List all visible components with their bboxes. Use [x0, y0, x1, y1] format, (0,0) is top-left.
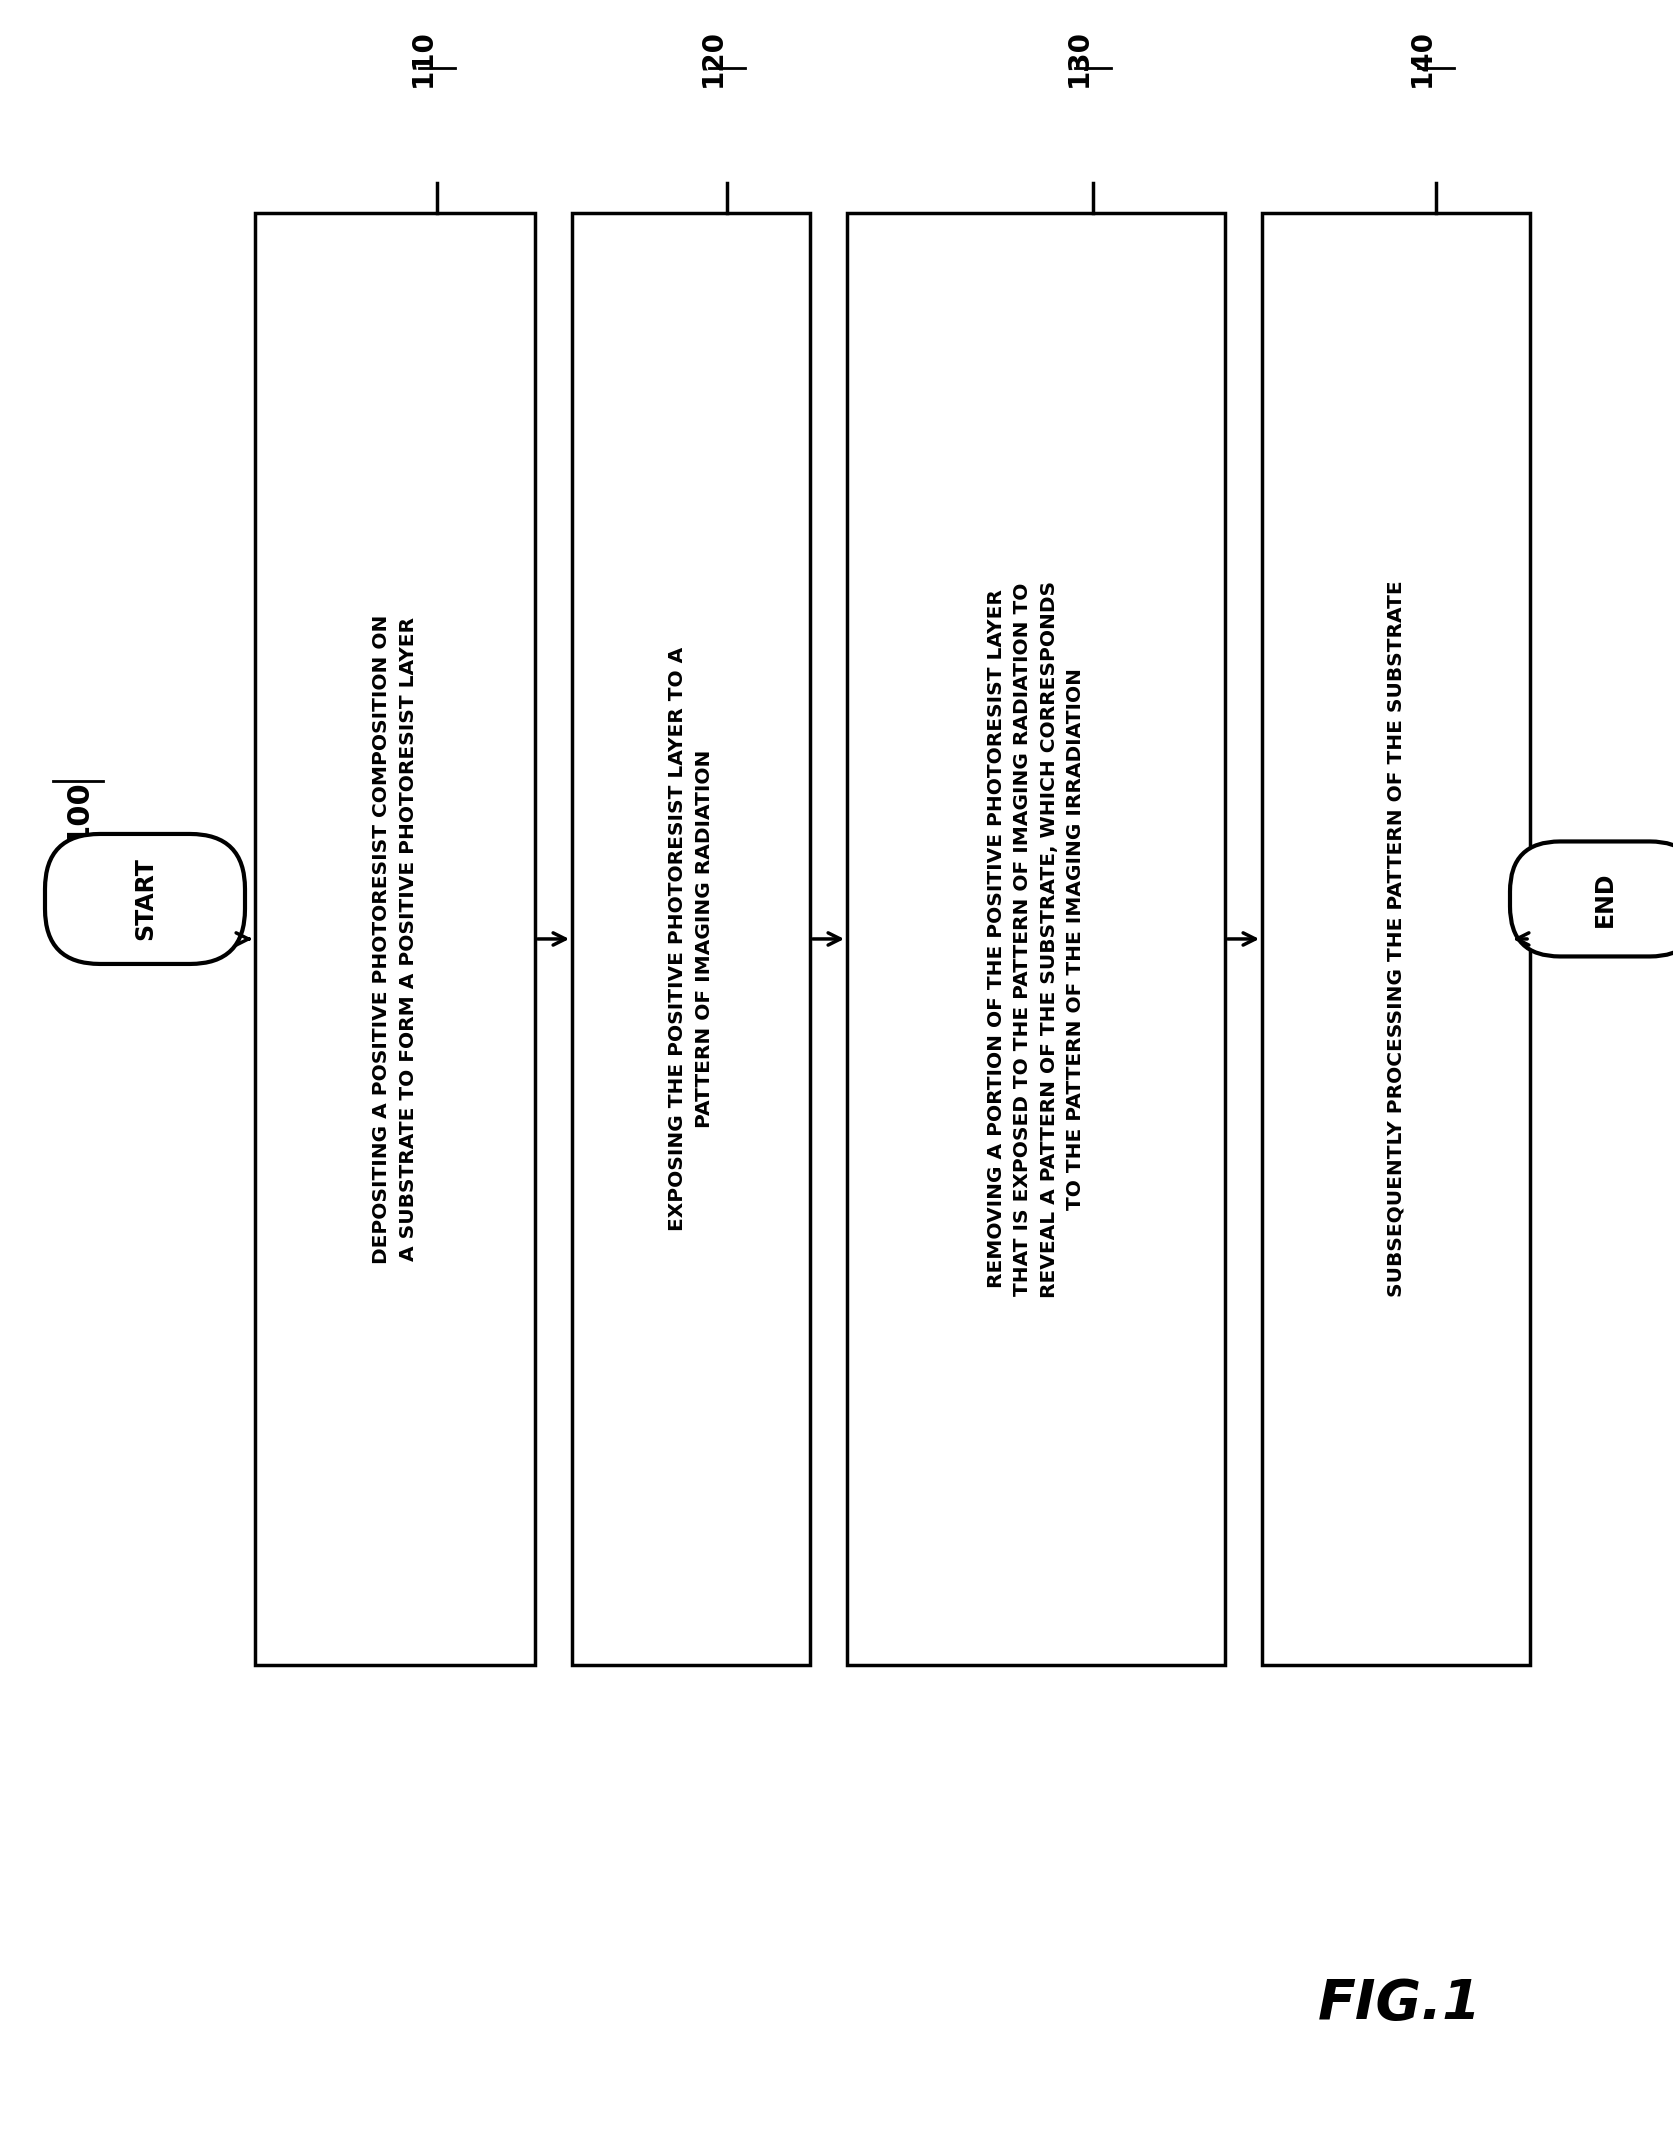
Text: START: START: [132, 858, 157, 941]
FancyBboxPatch shape: [1261, 213, 1529, 1665]
FancyBboxPatch shape: [572, 213, 810, 1665]
Text: 130: 130: [1064, 30, 1092, 87]
Text: 100: 100: [64, 779, 92, 843]
Text: SUBSEQUENTLY PROCESSING THE PATTERN OF THE SUBSTRATE: SUBSEQUENTLY PROCESSING THE PATTERN OF T…: [1385, 580, 1405, 1297]
Text: REMOVING A PORTION OF THE POSITIVE PHOTORESIST LAYER
THAT IS EXPOSED TO THE PATT: REMOVING A PORTION OF THE POSITIVE PHOTO…: [985, 580, 1084, 1297]
FancyBboxPatch shape: [254, 213, 535, 1665]
FancyBboxPatch shape: [45, 834, 244, 965]
Text: 140: 140: [1407, 30, 1435, 87]
Text: EXPOSING THE POSITIVE PHOTORESIST LAYER TO A
PATTERN OF IMAGING RADIATION: EXPOSING THE POSITIVE PHOTORESIST LAYER …: [668, 647, 713, 1231]
Text: 120: 120: [698, 30, 726, 87]
Text: DEPOSITING A POSITIVE PHOTORESIST COMPOSITION ON
A SUBSTRATE TO FORM A POSITIVE : DEPOSITING A POSITIVE PHOTORESIST COMPOS…: [371, 615, 418, 1263]
FancyBboxPatch shape: [847, 213, 1225, 1665]
FancyBboxPatch shape: [1509, 841, 1673, 956]
Text: FIG.1: FIG.1: [1317, 1976, 1481, 2032]
Text: 110: 110: [408, 30, 437, 87]
Text: END: END: [1593, 871, 1616, 926]
